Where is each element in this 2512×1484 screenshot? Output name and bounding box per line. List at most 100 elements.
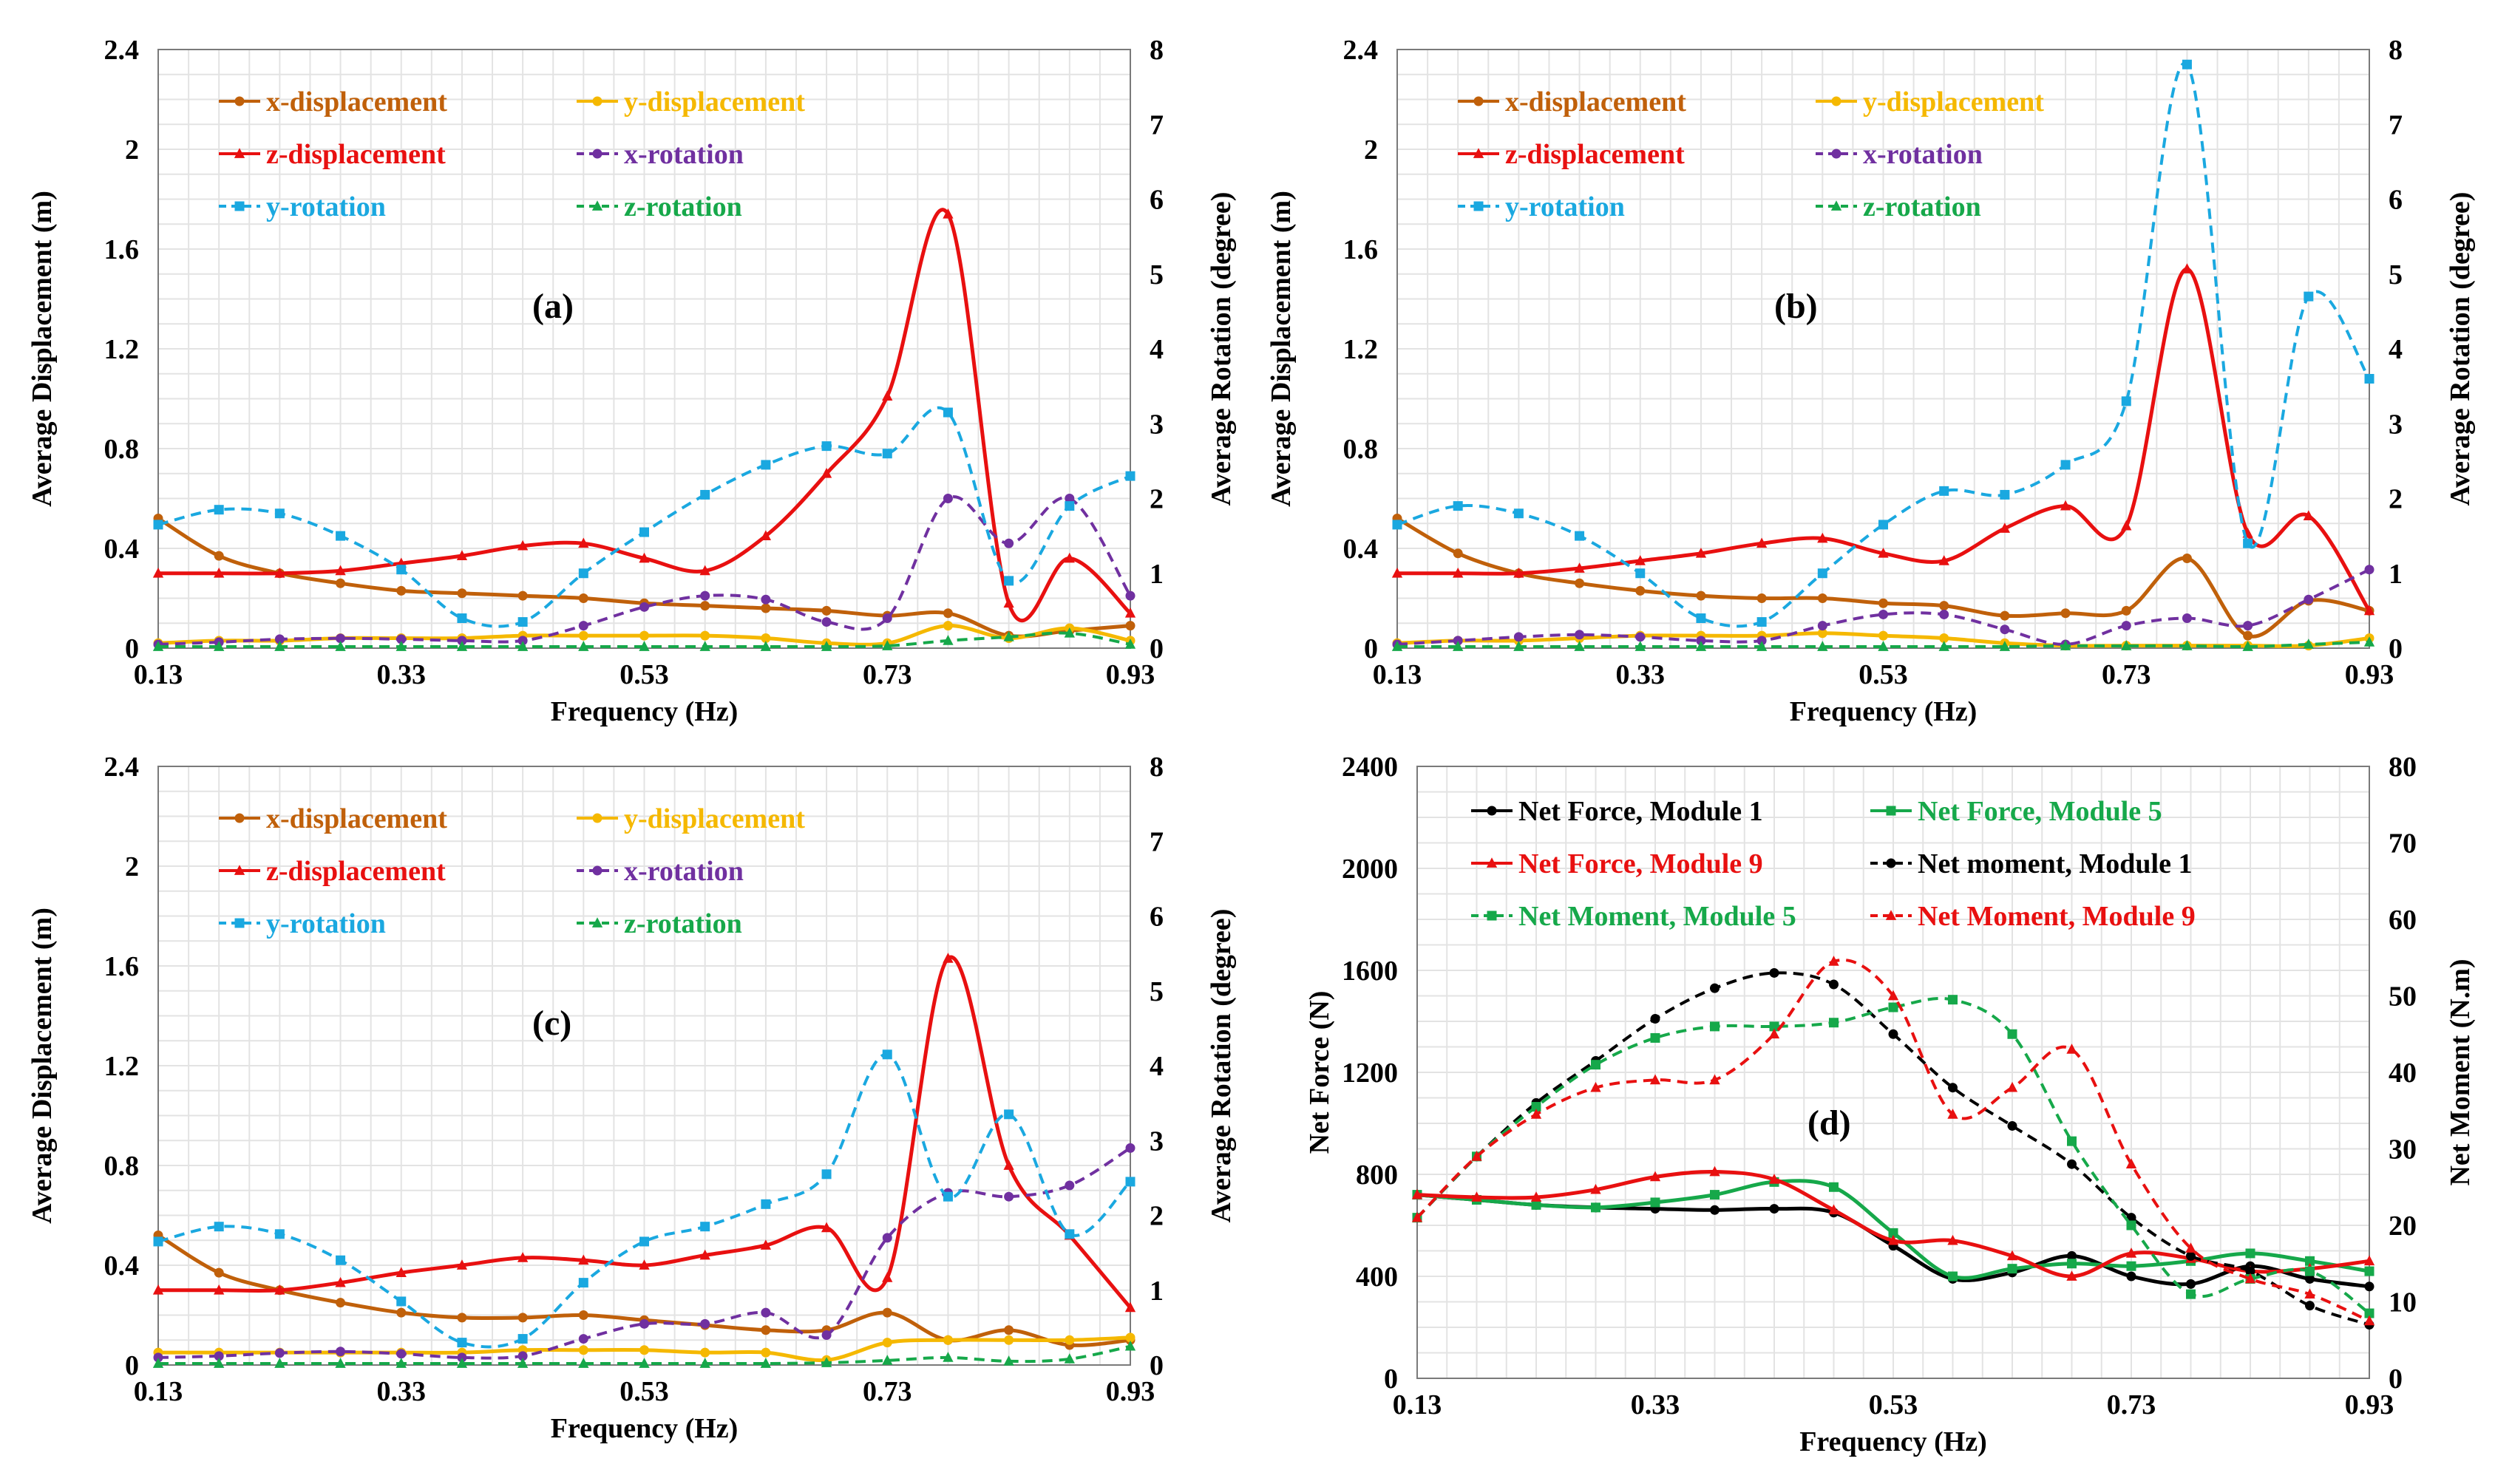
legend-item: y-displacement xyxy=(577,86,805,118)
panel-a: (a) Frequency (Hz) Average Displacement … xyxy=(27,35,1237,727)
data-point xyxy=(153,1352,163,1363)
data-point xyxy=(639,641,650,651)
legend-item: y-rotation xyxy=(1458,191,1625,222)
data-point xyxy=(821,617,832,627)
data-point xyxy=(2242,641,2253,651)
data-point xyxy=(1065,1180,1075,1191)
data-point xyxy=(882,613,892,623)
data-point xyxy=(1828,956,1839,966)
data-point xyxy=(1768,1174,1780,1184)
y2-tick-label: 30 xyxy=(2389,1134,2417,1165)
data-point xyxy=(1999,523,2011,533)
data-point xyxy=(214,567,225,578)
legend-label: Net Moment, Module 9 xyxy=(1918,901,2196,932)
y-tick-label: 800 xyxy=(1356,1160,1398,1191)
data-point xyxy=(578,1345,588,1355)
data-point xyxy=(234,201,245,211)
y2-tick-label: 70 xyxy=(2389,828,2417,860)
data-point xyxy=(2305,1256,2315,1266)
legend-label: Net moment, Module 1 xyxy=(1918,848,2192,879)
data-point xyxy=(639,552,650,563)
data-point xyxy=(2186,1279,2196,1289)
y-tick-label: 1600 xyxy=(1342,956,1398,987)
x-tick-label: 0.73 xyxy=(863,659,912,690)
y-tick-label: 0.4 xyxy=(104,1250,140,1282)
data-point xyxy=(760,530,772,540)
data-point xyxy=(2007,1120,2017,1131)
data-point xyxy=(1411,1188,1423,1199)
y2-tick-label: 0 xyxy=(1150,633,1164,664)
data-point xyxy=(882,1272,893,1282)
x-tick-label: 0.73 xyxy=(2107,1389,2156,1420)
data-point xyxy=(335,1358,346,1368)
data-point xyxy=(1513,508,1524,519)
data-point xyxy=(578,1334,588,1344)
legend-label: z-displacement xyxy=(266,139,446,170)
data-point xyxy=(1887,990,1899,1001)
data-point xyxy=(2364,374,2374,384)
y2-tick-label: 6 xyxy=(2389,185,2403,216)
data-point xyxy=(517,1351,528,1361)
data-point xyxy=(2303,510,2314,520)
data-point xyxy=(2182,640,2193,650)
legend-item: y-rotation xyxy=(219,191,386,222)
data-point xyxy=(1650,1197,1660,1208)
data-point xyxy=(214,641,225,651)
data-point xyxy=(335,641,346,651)
x-tick-label: 0.13 xyxy=(1393,1389,1442,1420)
data-point xyxy=(1817,568,1827,579)
data-point xyxy=(1948,1271,1958,1282)
data-point xyxy=(274,1358,285,1368)
data-point xyxy=(336,633,346,644)
data-point xyxy=(2364,565,2374,575)
data-point xyxy=(1003,1160,1014,1170)
legend-label: x-rotation xyxy=(624,856,744,887)
series-layer xyxy=(1391,59,2375,651)
data-point xyxy=(1064,1353,1075,1364)
legend-label: z-rotation xyxy=(624,191,742,222)
data-point xyxy=(234,96,245,106)
series-line xyxy=(1396,517,2370,639)
data-point xyxy=(1453,567,1464,578)
data-point xyxy=(1513,641,1524,651)
legend: Net Force, Module 1 Net Force, Module 5 Ne… xyxy=(1471,796,2196,932)
data-point xyxy=(2182,554,2192,563)
data-point xyxy=(700,1222,710,1232)
data-point xyxy=(2243,538,2253,548)
data-point xyxy=(396,1358,407,1368)
data-point xyxy=(1635,585,1646,596)
data-point xyxy=(1696,590,1706,601)
y2-tick-label: 1 xyxy=(2389,559,2403,590)
data-point xyxy=(761,633,771,643)
data-point xyxy=(214,1358,225,1368)
data-point xyxy=(152,641,164,651)
y2-axis-title: Net Moment (N.m) xyxy=(2445,959,2476,1185)
data-point xyxy=(1065,501,1075,511)
data-point xyxy=(2305,1266,2315,1276)
data-point xyxy=(1939,486,1949,496)
x-axis-title: Frequency (Hz) xyxy=(1790,696,1978,727)
data-point xyxy=(1635,632,1646,642)
data-point xyxy=(396,641,407,651)
series-net-moment-module-9 xyxy=(1411,956,2375,1326)
y2-tick-label: 60 xyxy=(2389,905,2417,936)
data-point xyxy=(1756,593,1767,603)
x-tick-label: 0.93 xyxy=(2345,1389,2394,1420)
y2-tick-label: 10 xyxy=(2389,1287,2417,1318)
x-axis-title: Frequency (Hz) xyxy=(551,1413,739,1444)
legend-label: z-rotation xyxy=(1863,191,1981,222)
data-point xyxy=(1004,576,1014,586)
data-point xyxy=(1878,547,1889,558)
data-point xyxy=(578,1310,588,1320)
series-line xyxy=(1416,959,2370,1323)
y2-tick-label: 20 xyxy=(2389,1211,2417,1242)
data-point xyxy=(1635,555,1646,565)
data-point xyxy=(1065,1229,1075,1239)
x-tick-label: 0.93 xyxy=(1106,1376,1155,1407)
legend-item: z-rotation xyxy=(577,191,742,222)
data-point xyxy=(2243,621,2253,631)
legend: x-displacement y-displacement z-displaceme… xyxy=(219,803,805,939)
y-tick-label: 1.6 xyxy=(1343,234,1379,265)
y2-tick-label: 3 xyxy=(1150,409,1164,440)
data-point xyxy=(1878,598,1888,608)
